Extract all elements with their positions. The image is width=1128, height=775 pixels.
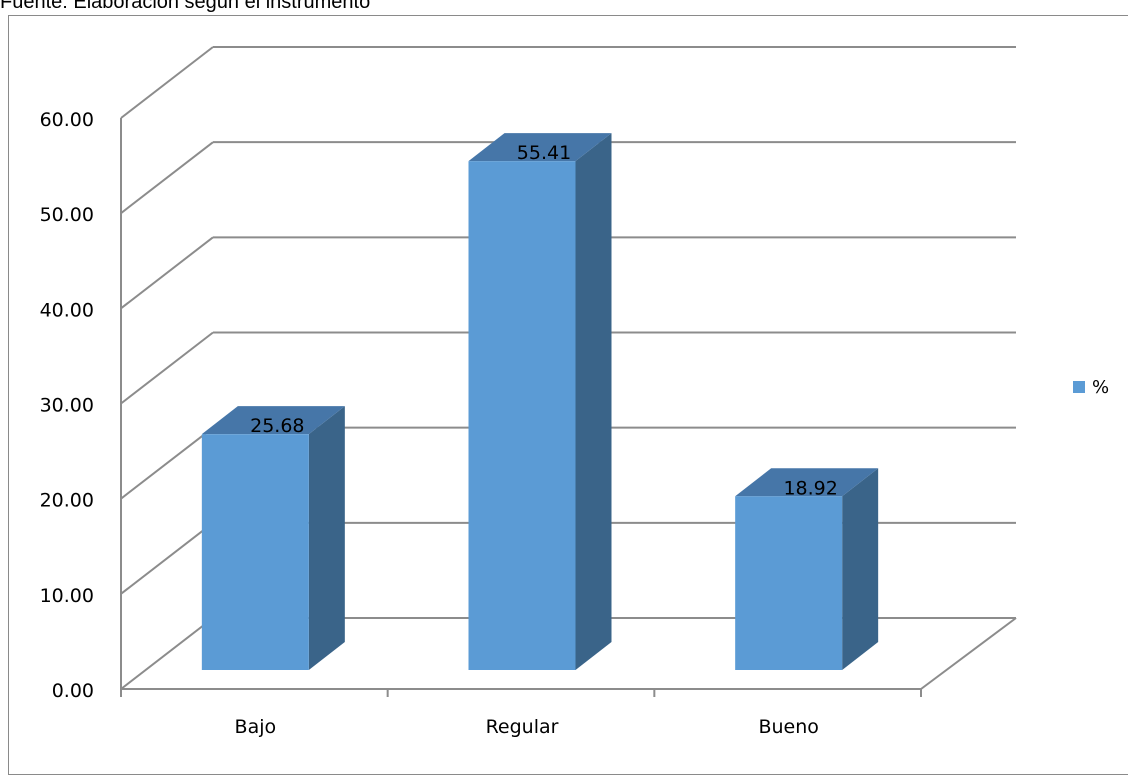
y-tick-label: 60.00 xyxy=(40,109,94,131)
legend-label: % xyxy=(1092,377,1109,398)
bar-side-regular xyxy=(575,133,612,671)
y-tick-label: 40.00 xyxy=(40,299,94,321)
gridlines xyxy=(120,46,1016,690)
legend-swatch xyxy=(1073,381,1085,393)
legend: % xyxy=(1073,377,1109,398)
labels: 0.00 10.00 20.00 30.00 40.00 50.00 60.00 25.68 B… xyxy=(40,109,838,738)
y-tick-label: 10.00 xyxy=(40,585,94,607)
y-tick-label: 50.00 xyxy=(40,204,94,226)
x-category-label: Bueno xyxy=(758,716,818,738)
bar-side-bajo xyxy=(308,406,345,670)
floor-right-edge xyxy=(920,617,1017,690)
bar-bajo xyxy=(201,434,309,670)
y-tick-label: 30.00 xyxy=(40,395,94,417)
gridline-diagonal xyxy=(120,236,214,310)
axes xyxy=(120,118,1017,697)
bar-bueno xyxy=(735,496,843,670)
gridline-diagonal xyxy=(120,46,214,119)
bar-side-bueno xyxy=(842,468,879,670)
gridline-diagonal xyxy=(120,522,214,595)
gridline-diagonal xyxy=(120,426,214,500)
x-category-label: Bajo xyxy=(235,716,277,738)
gridline-diagonal xyxy=(120,617,214,690)
bar-chart: 0.00 10.00 20.00 30.00 40.00 50.00 60.00 25.68 B… xyxy=(40,46,1109,738)
x-category-label: Regular xyxy=(486,716,559,738)
gridline-diagonal xyxy=(120,141,214,214)
y-tick-label: 0.00 xyxy=(52,680,94,702)
y-tick-label: 20.00 xyxy=(40,490,94,512)
data-label: 25.68 xyxy=(250,415,304,437)
data-label: 18.92 xyxy=(783,477,837,499)
bar-top-bajo xyxy=(201,406,345,435)
bar-regular xyxy=(468,161,576,671)
bar-top-bueno xyxy=(735,468,879,497)
data-label: 55.41 xyxy=(517,142,571,164)
gridline-diagonal xyxy=(120,331,214,405)
bars xyxy=(201,133,879,671)
source-note: Fuente: Elaboración según el instrumento xyxy=(0,0,371,13)
bar-top-regular xyxy=(468,133,612,162)
